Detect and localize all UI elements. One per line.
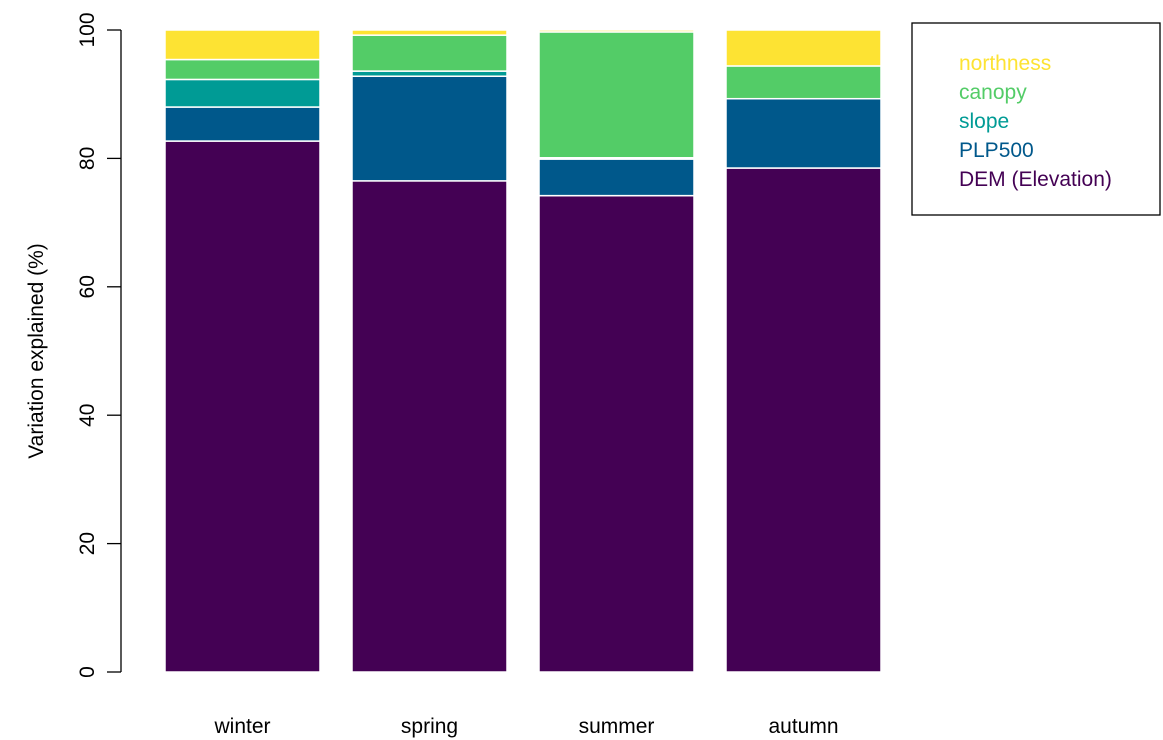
bars [164, 29, 882, 673]
legend-item-northness: northness [959, 52, 1051, 75]
legend-item-slope: slope [959, 110, 1009, 133]
bar-segment-winter-canopy [164, 58, 321, 81]
bar-segment-winter-plp500 [164, 106, 321, 142]
bar-segment-winter-slope [164, 78, 321, 108]
y-tick-label: 60 [76, 275, 99, 298]
bar-segment-spring-plp500 [351, 75, 508, 182]
legend: northness canopy slope PLP500 DEM (Elevation… [911, 22, 1161, 216]
legend-item-canopy: canopy [959, 81, 1027, 104]
bar-segment-spring-slope [351, 70, 508, 77]
bar-segment-spring-canopy [351, 34, 508, 72]
legend-items: northness canopy slope PLP500 DEM (Elevation… [959, 52, 1112, 191]
y-tick-label: 20 [76, 532, 99, 555]
bar-segment-spring-northness [351, 29, 508, 36]
y-axis-label: Variation explained (%) [25, 243, 48, 459]
bar-segment-summer-plp500 [538, 158, 695, 197]
y-axis: 0 20 40 60 80 100 [76, 12, 122, 678]
y-tick-label: 0 [76, 666, 99, 678]
x-tick-label-summer: summer [579, 715, 655, 738]
x-tick-label-autumn: autumn [768, 715, 838, 738]
y-ticks: 0 20 40 60 80 100 [76, 12, 121, 678]
bar-segment-winter-northness [164, 29, 321, 61]
legend-item-plp500: PLP500 [959, 139, 1034, 162]
y-tick-label: 40 [76, 404, 99, 427]
bar-segment-autumn-dem-elevation [725, 167, 882, 673]
y-tick-label: 80 [76, 147, 99, 170]
bar-segment-summer-canopy [538, 31, 695, 159]
bar-segment-autumn-canopy [725, 65, 882, 100]
x-tick-label-winter: winter [213, 715, 270, 738]
x-tick-labels: winter spring summer autumn [213, 715, 838, 738]
bar-segment-autumn-northness [725, 29, 882, 67]
bar-segment-spring-dem-elevation [351, 180, 508, 673]
legend-box [911, 22, 1161, 216]
bar-segment-summer-dem-elevation [538, 194, 695, 673]
x-tick-label-spring: spring [401, 715, 458, 738]
y-tick-label: 100 [76, 12, 99, 47]
bar-segment-autumn-plp500 [725, 97, 882, 169]
bar-segment-summer-northness [538, 29, 695, 33]
bar-segment-winter-dem-elevation [164, 140, 321, 673]
legend-item-dem-elevation: DEM (Elevation) [959, 168, 1112, 191]
